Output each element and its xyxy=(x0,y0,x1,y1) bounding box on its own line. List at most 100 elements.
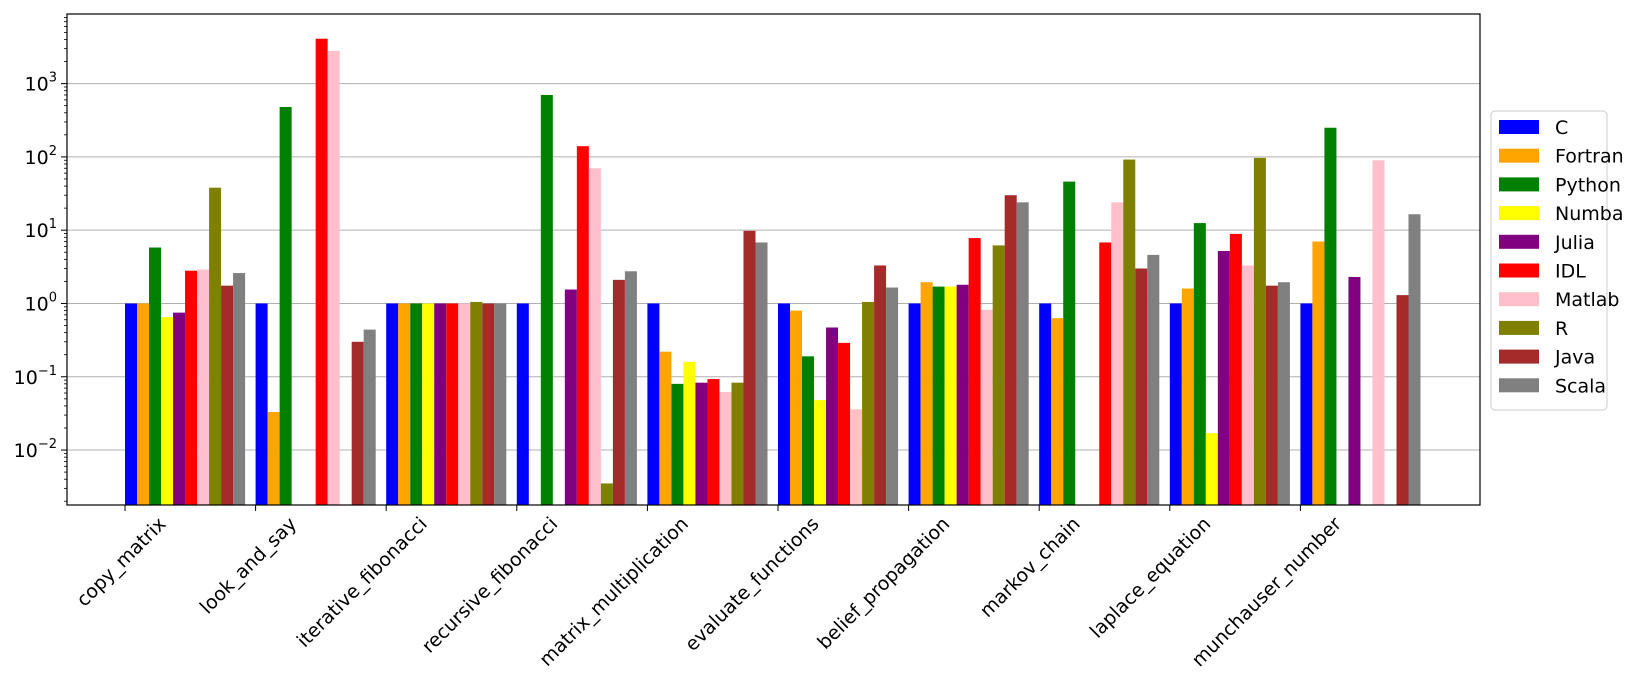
bar-c-look-and-say xyxy=(255,303,268,505)
bar-fortran-belief-propagation xyxy=(920,282,933,505)
bar-scala-copy-matrix xyxy=(233,273,246,505)
bar-python-look-and-say xyxy=(279,106,292,505)
bar-python-markov-chain xyxy=(1063,181,1076,505)
bar-java-belief-propagation xyxy=(1004,195,1017,505)
bar-numba-copy-matrix xyxy=(161,317,174,505)
x-tick-label: copy_matrix xyxy=(72,513,170,611)
bar-java-matrix-multiplication xyxy=(743,230,756,505)
legend-label-julia: Julia xyxy=(1554,232,1595,254)
legend-label-java: Java xyxy=(1554,347,1595,369)
bar-c-belief-propagation xyxy=(908,303,921,505)
bar-idl-laplace-equation xyxy=(1229,233,1242,505)
bar-scala-evaluate-functions xyxy=(886,287,899,505)
bar-fortran-evaluate-functions xyxy=(790,310,803,505)
bar-python-matrix-multiplication xyxy=(671,383,684,505)
bar-python-recursive-fibonacci xyxy=(540,94,553,505)
bar-scala-laplace-equation xyxy=(1277,282,1290,505)
bar-idl-markov-chain xyxy=(1099,242,1112,505)
bar-c-munchauser-number xyxy=(1300,303,1313,505)
bar-r-iterative-fibonacci xyxy=(470,301,483,505)
legend: C Fortran Python Numba Julia IDL Matlab R Java Sc… xyxy=(1490,110,1624,411)
x-tick-label: evaluate_functions xyxy=(681,513,824,656)
bar-python-evaluate-functions xyxy=(802,356,815,505)
bar-julia-copy-matrix xyxy=(173,312,186,505)
bar-java-evaluate-functions xyxy=(874,265,887,505)
bar-fortran-matrix-multiplication xyxy=(659,351,672,505)
bar-c-iterative-fibonacci xyxy=(386,303,399,505)
bar-java-markov-chain xyxy=(1135,268,1148,505)
bar-julia-evaluate-functions xyxy=(826,327,839,505)
bar-fortran-look-and-say xyxy=(267,412,280,505)
x-tick-label: matrix_multiplication xyxy=(535,513,693,671)
bar-c-recursive-fibonacci xyxy=(516,303,529,505)
bar-idl-evaluate-functions xyxy=(838,342,851,505)
bar-c-evaluate-functions xyxy=(778,303,791,505)
y-tick-label: 10−2 xyxy=(14,437,57,462)
legend-label-idl: IDL xyxy=(1555,261,1586,283)
bar-scala-iterative-fibonacci xyxy=(494,303,507,505)
bar-matlab-evaluate-functions xyxy=(850,409,863,505)
bar-matlab-recursive-fibonacci xyxy=(588,168,601,505)
bar-r-markov-chain xyxy=(1123,159,1136,505)
bar-julia-recursive-fibonacci xyxy=(564,289,577,505)
bar-java-laplace-equation xyxy=(1265,285,1278,505)
bar-scala-markov-chain xyxy=(1147,254,1160,505)
legend-swatch-matlab xyxy=(1499,292,1539,307)
legend-swatch-scala xyxy=(1499,378,1539,393)
y-axis: 10−2 10−1 100 101 102 103 xyxy=(14,17,67,502)
x-tick-label: munchauser_number xyxy=(1188,513,1346,671)
legend-label-r: R xyxy=(1555,318,1568,340)
bar-r-matrix-multiplication xyxy=(731,382,744,505)
x-tick-label: recursive_fibonacci xyxy=(418,513,563,658)
legend-label-python: Python xyxy=(1555,174,1621,196)
bar-julia-belief-propagation xyxy=(956,284,969,505)
bar-python-munchauser-number xyxy=(1324,127,1337,506)
legend-swatch-java xyxy=(1499,349,1539,364)
x-tick-label: look_and_say xyxy=(196,513,301,618)
bar-idl-recursive-fibonacci xyxy=(576,146,589,505)
bar-numba-laplace-equation xyxy=(1205,433,1218,505)
legend-swatch-numba xyxy=(1499,206,1539,221)
bar-r-evaluate-functions xyxy=(862,301,875,505)
legend-label-matlab: Matlab xyxy=(1555,289,1619,311)
bar-numba-evaluate-functions xyxy=(814,400,827,505)
legend-swatch-r xyxy=(1499,320,1539,335)
bar-scala-recursive-fibonacci xyxy=(624,271,637,505)
bar-scala-look-and-say xyxy=(363,329,376,505)
bar-r-recursive-fibonacci xyxy=(600,483,613,505)
bar-idl-look-and-say xyxy=(315,38,328,506)
x-tick-label: markov_chain xyxy=(976,513,1085,622)
bar-matlab-markov-chain xyxy=(1111,202,1124,506)
x-tick-label: laplace_equation xyxy=(1086,513,1216,643)
bar-fortran-laplace-equation xyxy=(1181,288,1194,505)
bar-matlab-iterative-fibonacci xyxy=(458,303,471,505)
bar-julia-iterative-fibonacci xyxy=(434,303,447,505)
x-tick-label: iterative_fibonacci xyxy=(293,513,432,652)
y-tick-label: 102 xyxy=(25,144,57,169)
bar-fortran-markov-chain xyxy=(1051,318,1064,505)
bar-scala-matrix-multiplication xyxy=(755,242,768,505)
bar-matlab-laplace-equation xyxy=(1241,265,1254,505)
bar-idl-copy-matrix xyxy=(185,270,198,505)
bar-java-look-and-say xyxy=(351,341,364,505)
bar-scala-munchauser-number xyxy=(1408,214,1421,505)
bar-c-matrix-multiplication xyxy=(647,303,660,505)
bar-fortran-iterative-fibonacci xyxy=(398,303,411,505)
bar-r-copy-matrix xyxy=(209,187,222,506)
legend-swatch-julia xyxy=(1499,234,1539,249)
legend-swatch-fortran xyxy=(1499,148,1539,163)
bar-c-copy-matrix xyxy=(125,303,138,505)
bar-julia-matrix-multiplication xyxy=(695,382,708,505)
bar-matlab-munchauser-number xyxy=(1372,160,1385,505)
bar-c-laplace-equation xyxy=(1169,303,1182,505)
bars-layer xyxy=(125,38,1421,506)
bar-julia-munchauser-number xyxy=(1348,276,1361,505)
bar-java-munchauser-number xyxy=(1396,295,1409,505)
x-tick-label: belief_propagation xyxy=(813,513,954,654)
legend-label-scala: Scala xyxy=(1555,375,1606,397)
bar-r-belief-propagation xyxy=(992,245,1005,505)
bar-numba-iterative-fibonacci xyxy=(422,303,435,505)
bar-java-recursive-fibonacci xyxy=(612,279,625,505)
bar-java-copy-matrix xyxy=(221,285,234,505)
